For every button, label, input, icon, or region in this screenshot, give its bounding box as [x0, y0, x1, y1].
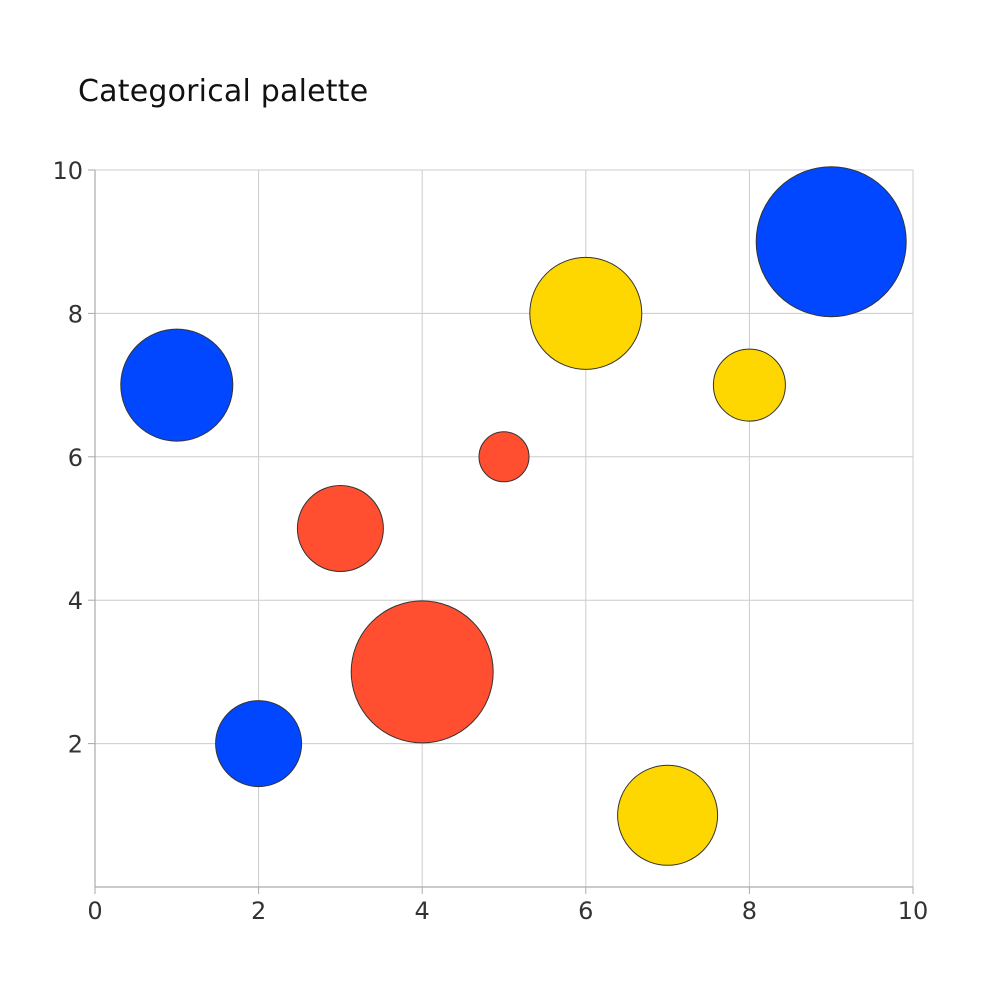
- bubble-red: [350, 600, 494, 744]
- x-tick-label: 10: [898, 897, 929, 925]
- bubble-yellow: [712, 348, 786, 422]
- bubble-blue: [120, 328, 234, 442]
- x-tick-label: 4: [415, 897, 430, 925]
- bubble-blue: [215, 700, 303, 788]
- bubble-blue: [755, 166, 907, 318]
- x-tick-label: 0: [87, 897, 102, 925]
- y-tick-label: 4: [68, 587, 83, 615]
- bubble-red: [296, 485, 384, 572]
- chart-title: Categorical palette: [78, 74, 369, 109]
- x-tick-label: 6: [578, 897, 593, 925]
- y-tick-label: 6: [68, 444, 83, 472]
- y-tick-label: 8: [68, 300, 83, 328]
- y-tick-label: 10: [52, 157, 83, 185]
- x-tick-label: 2: [251, 897, 266, 925]
- bubble-red: [478, 431, 530, 483]
- y-tick-label: 2: [68, 731, 83, 759]
- bubble-yellow: [529, 256, 643, 370]
- bubble-yellow: [617, 764, 719, 866]
- x-tick-label: 8: [742, 897, 757, 925]
